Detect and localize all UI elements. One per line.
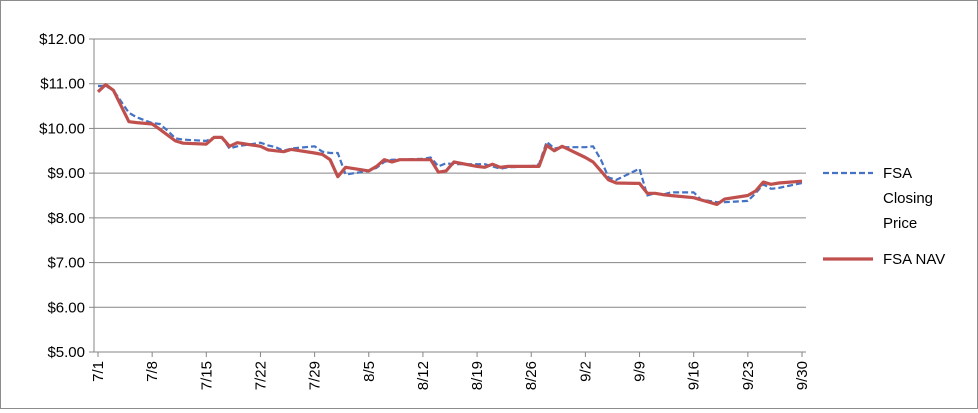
series-lines — [98, 85, 802, 205]
x-tick-label: 7/22 — [252, 361, 269, 390]
x-axis-ticks: 7/1 7/8 7/15 7/22 7/29 8/5 8/12 8/19 8/26 9/2 9/9 9… — [90, 352, 811, 390]
x-tick-label: 7/1 — [90, 361, 107, 382]
legend-label: FSA NAV — [883, 251, 945, 268]
x-tick-label: 8/19 — [469, 361, 486, 390]
y-tick-label: $7.00 — [47, 255, 85, 272]
series-line-nav — [98, 85, 802, 205]
y-tick-label: $6.00 — [47, 299, 85, 316]
y-tick-label: $11.00 — [40, 76, 85, 93]
x-tick-label: 8/5 — [361, 361, 378, 382]
x-tick-label: 8/12 — [415, 361, 432, 390]
x-tick-label: 9/23 — [740, 361, 757, 390]
x-tick-label: 9/9 — [632, 361, 649, 382]
y-tick-label: $8.00 — [47, 210, 85, 227]
y-tick-label: $12.00 — [39, 31, 85, 48]
y-tick-label: $10.00 — [39, 120, 85, 137]
y-tick-label: $9.00 — [47, 165, 85, 182]
y-tick-label: $5.00 — [47, 344, 85, 361]
x-tick-label: 7/29 — [307, 361, 324, 390]
gridlines — [94, 39, 806, 307]
x-tick-label: 7/8 — [144, 361, 161, 382]
y-axis-ticks: $5.00 $6.00 $7.00 $8.00 $9.00 $10.00 $11.00 $12… — [39, 31, 94, 361]
x-tick-label: 9/2 — [577, 361, 594, 382]
axes — [94, 39, 806, 352]
x-tick-label: 7/15 — [198, 361, 215, 390]
x-tick-label: 9/30 — [794, 361, 811, 390]
x-tick-label: 8/26 — [523, 361, 540, 390]
x-tick-label: 9/16 — [686, 361, 703, 390]
